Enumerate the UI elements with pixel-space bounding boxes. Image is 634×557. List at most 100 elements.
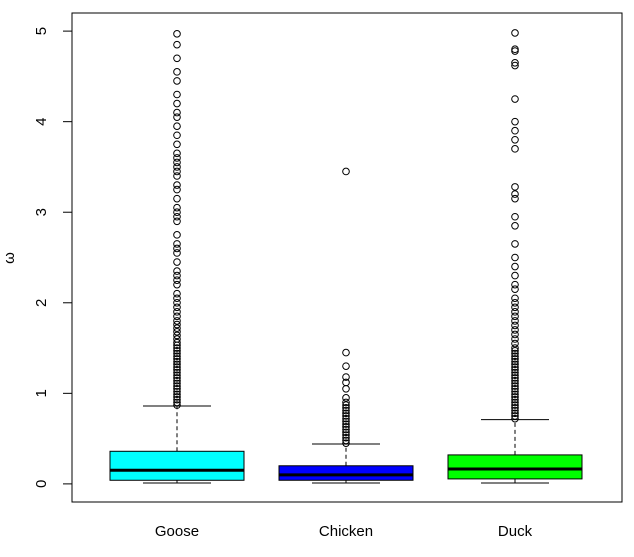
outlier-point — [342, 425, 350, 434]
outlier-point — [511, 368, 519, 377]
outlier-point — [173, 349, 181, 358]
outlier-point — [173, 387, 181, 396]
outlier-point — [342, 385, 350, 393]
outlier-point — [511, 45, 519, 54]
outlier-point — [173, 131, 181, 140]
outlier-point — [511, 401, 519, 409]
outlier-point — [173, 324, 181, 332]
outlier-point — [342, 414, 350, 423]
outlier-point — [173, 30, 181, 38]
outlier-point — [511, 126, 519, 135]
outlier-point — [173, 368, 181, 377]
outlier-point — [173, 217, 181, 226]
outlier-point — [342, 423, 350, 431]
outlier-point — [342, 348, 350, 357]
outlier-point — [173, 231, 181, 239]
outlier-point — [173, 185, 181, 194]
y-tick-label: 0 — [33, 480, 50, 488]
outlier-point — [511, 95, 519, 103]
outlier-point — [173, 390, 181, 399]
outlier-point — [342, 406, 350, 415]
outlier-point — [511, 339, 519, 348]
outlier-point — [511, 393, 519, 401]
outlier-point — [511, 346, 519, 355]
outlier-point — [511, 285, 519, 293]
outlier-point — [173, 276, 181, 284]
outlier-point — [511, 253, 519, 262]
outlier-point — [173, 99, 181, 108]
outlier-point — [511, 406, 519, 415]
outlier-point — [511, 271, 519, 280]
outlier-point — [511, 280, 519, 289]
outlier-point — [173, 320, 181, 329]
outlier-point — [173, 289, 181, 298]
outlier-point — [511, 414, 519, 423]
outlier-point — [173, 312, 181, 321]
outlier-point — [511, 145, 519, 153]
outlier-point — [511, 222, 519, 230]
iqr-box — [109, 450, 245, 481]
outlier-point — [342, 167, 350, 176]
outlier-point — [173, 113, 181, 121]
outlier-point — [511, 240, 519, 248]
outlier-point — [173, 374, 181, 382]
y-tick-label: 3 — [33, 208, 50, 216]
outlier-point — [173, 54, 181, 63]
outlier-point — [173, 163, 181, 171]
box-duck — [447, 29, 583, 484]
y-tick-label: 5 — [33, 27, 50, 35]
outlier-point — [342, 439, 350, 447]
outlier-point — [173, 355, 181, 363]
outlier-point — [342, 436, 350, 445]
outlier-point — [173, 385, 181, 393]
outlier-point — [511, 365, 519, 374]
outlier-point — [173, 149, 181, 158]
outlier-point — [173, 401, 181, 409]
outlier-point — [511, 29, 519, 37]
outlier-point — [511, 298, 519, 307]
outlier-point — [511, 385, 519, 393]
outlier-point — [511, 183, 519, 191]
outlier-point — [511, 61, 519, 70]
outlier-point — [173, 365, 181, 374]
x-axis-labels: Goose Chicken Duck — [155, 523, 533, 540]
outlier-point — [511, 262, 519, 271]
y-axis: 0 1 2 3 4 5 — [33, 27, 73, 488]
outlier-point — [511, 312, 519, 321]
outlier-point — [511, 398, 519, 407]
box-goose — [109, 30, 245, 484]
outlier-point — [173, 393, 181, 401]
outlier-point — [173, 77, 181, 85]
outlier-point — [511, 194, 519, 203]
outlier-point — [173, 40, 181, 49]
outlier-point — [173, 344, 181, 352]
outlier-point — [511, 317, 519, 325]
outlier-point — [511, 360, 519, 369]
outlier-point — [173, 271, 181, 280]
outlier-point — [511, 321, 519, 330]
outlier-point — [342, 378, 350, 387]
outlier-point — [173, 352, 181, 361]
outlier-point — [173, 294, 181, 303]
box-chicken — [278, 167, 414, 484]
outlier-point — [511, 117, 519, 126]
outlier-point — [511, 371, 519, 380]
outlier-point — [173, 158, 181, 167]
outlier-point — [511, 352, 519, 361]
outlier-point — [342, 398, 350, 407]
outlier-point — [511, 335, 519, 343]
outlier-point — [173, 244, 181, 253]
outlier-point — [173, 154, 181, 162]
outlier-point — [511, 363, 519, 371]
outlier-point — [511, 294, 519, 303]
outlier-point — [342, 428, 350, 437]
outlier-point — [173, 335, 181, 343]
outlier-point — [511, 303, 519, 312]
outlier-point — [173, 303, 181, 312]
boxes — [109, 29, 583, 484]
outlier-point — [511, 409, 519, 418]
outlier-point — [511, 357, 519, 366]
outlier-point — [342, 431, 350, 439]
y-axis-label: ω — [1, 252, 18, 264]
outlier-point — [173, 360, 181, 369]
